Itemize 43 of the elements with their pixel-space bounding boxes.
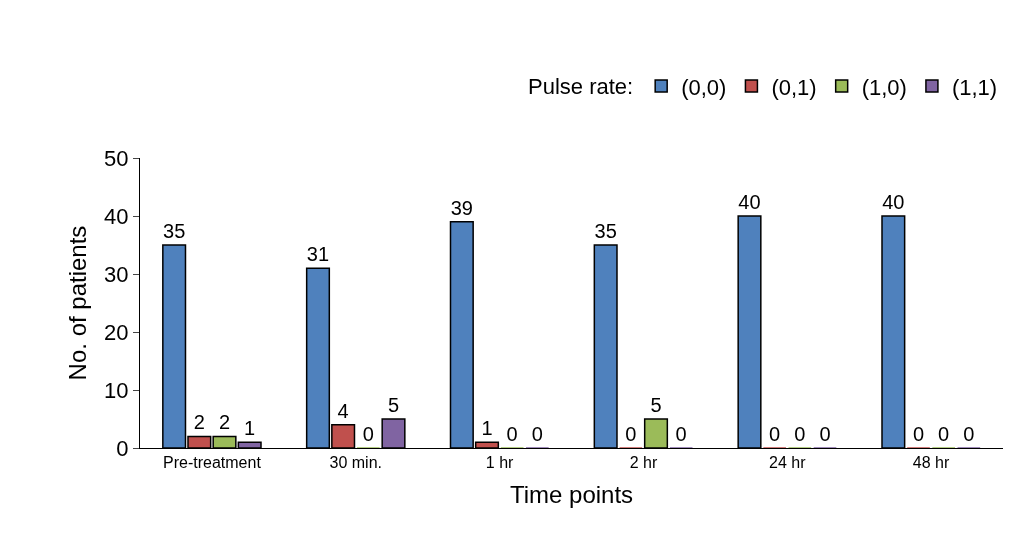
- data-label: 5: [650, 394, 662, 416]
- x-tick-label: 30 min.: [329, 454, 382, 472]
- x-axis-title: Time points: [509, 480, 634, 508]
- data-label: 0: [675, 423, 687, 445]
- data-label: 35: [163, 220, 186, 242]
- data-label: 0: [963, 423, 975, 445]
- y-axis-title: No. of patients: [64, 225, 92, 381]
- data-label: 0: [531, 423, 543, 445]
- y-tick-label: 50: [104, 145, 129, 171]
- data-label: 40: [882, 191, 905, 213]
- x-tick-label: 1 hr: [485, 454, 515, 472]
- data-label: 35: [594, 220, 617, 242]
- data-label: 4: [337, 399, 349, 422]
- data-label: 0: [506, 423, 518, 445]
- data-label: 0: [362, 423, 374, 445]
- data-label: 0: [625, 423, 637, 445]
- data-label: 1: [244, 417, 256, 440]
- data-label: 0: [938, 423, 950, 445]
- legend-label: (1,0): [861, 74, 907, 100]
- data-label: 0: [769, 423, 781, 445]
- x-tick-label: 24 hr: [769, 454, 807, 472]
- data-label: 2: [218, 411, 231, 434]
- y-tick-label: 0: [116, 435, 129, 461]
- data-label: 0: [912, 423, 925, 445]
- data-label: 2: [193, 411, 205, 434]
- data-label: 40: [738, 191, 761, 213]
- x-tick-label: 48 hr: [912, 454, 950, 472]
- y-tick-label: 30: [104, 261, 129, 287]
- y-tick-label: 20: [104, 319, 129, 345]
- x-tick-label: Pre-treatment: [163, 454, 262, 472]
- y-tick-label: 10: [104, 377, 129, 403]
- legend-label: (0,1): [771, 74, 817, 100]
- data-label: 31: [306, 243, 330, 266]
- data-label: 0: [819, 423, 831, 445]
- data-label: 0: [794, 423, 806, 445]
- data-label: 1: [481, 417, 493, 440]
- data-label: 39: [450, 196, 473, 219]
- legend-title: Pulse rate:: [528, 73, 634, 99]
- data-label: 5: [387, 394, 400, 416]
- y-tick-label: 40: [104, 203, 129, 229]
- x-tick-label: 2 hr: [629, 454, 658, 472]
- legend-label: (1,1): [951, 74, 998, 100]
- legend-label: (0,0): [681, 74, 727, 100]
